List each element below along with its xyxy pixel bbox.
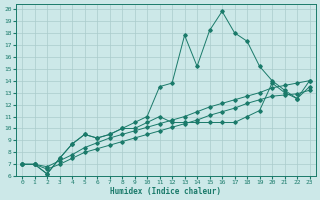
- X-axis label: Humidex (Indice chaleur): Humidex (Indice chaleur): [110, 187, 221, 196]
